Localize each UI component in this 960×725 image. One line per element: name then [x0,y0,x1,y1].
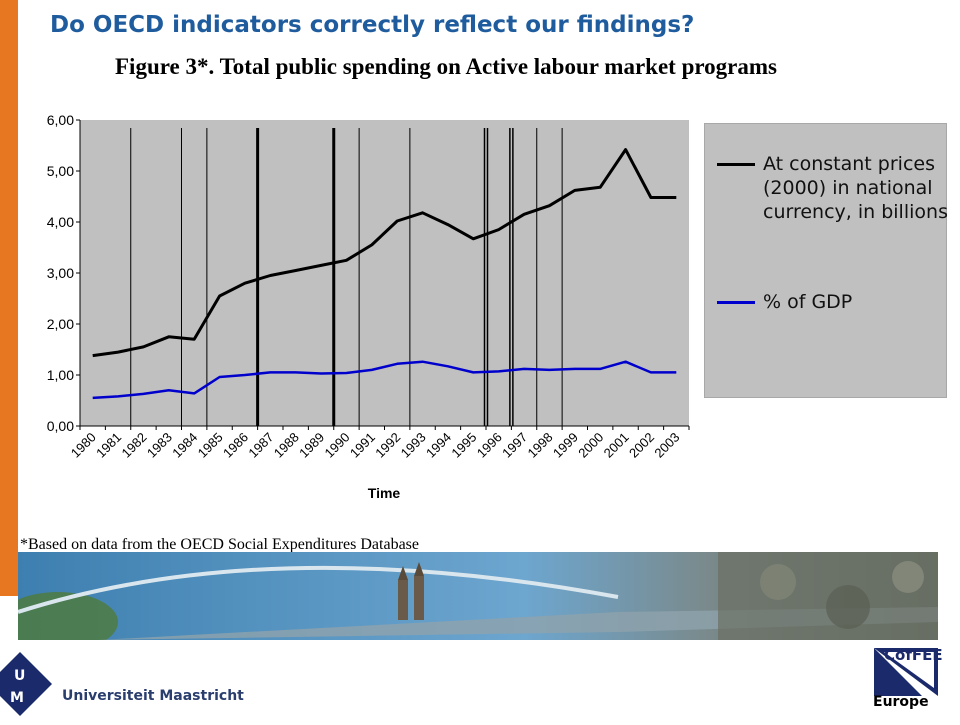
x-tick-label: 1989 [296,430,327,461]
y-tick-label: 5,00 [47,163,74,179]
x-tick-label: 1983 [144,430,175,461]
legend-label-constant-prices: At constant prices (2000) in national cu… [763,153,948,223]
x-tick-label: 1982 [119,430,150,461]
university-logo: U M [0,650,60,725]
coffee-subtitle: Europe [873,694,929,710]
x-tick-label: 2003 [651,430,682,461]
y-tick-label: 1,00 [47,367,74,383]
side-accent-bar [0,0,18,596]
series-line-gdp [92,360,677,400]
legend-label-gdp: % of GDP [763,291,853,313]
slide-title: Do OECD indicators correctly reflect our… [50,12,695,38]
chart-title: Figure 3*. Total public spending on Acti… [115,54,777,79]
x-tick-label: 2000 [575,430,606,461]
x-tick-label: 1987 [245,430,276,461]
y-tick-label: 0,00 [47,418,74,434]
x-tick-label: 1985 [195,430,226,461]
series-line-constant-prices [92,148,677,358]
x-tick-label: 1986 [220,430,251,461]
coffee-logo [870,644,942,719]
legend-item-gdp: % of GDP [717,290,951,314]
x-tick-label: 1998 [525,430,556,461]
x-tick-label: 1993 [398,430,429,461]
legend-item-constant-prices: At constant prices (2000) in national cu… [717,152,951,224]
x-tick-label: 1997 [499,430,530,461]
x-tick-labels: 1980198119821983198419851986198719881989… [68,426,690,461]
x-tick-label: 1991 [347,430,378,461]
banner-photo [18,552,938,640]
y-tick-label: 2,00 [47,316,74,332]
plot-area [80,120,689,426]
x-tick-label: 1981 [93,430,124,461]
legend-swatch-constant-prices [717,163,755,166]
y-tick-label: 3,00 [47,265,74,281]
x-axis-title: Time [368,485,401,501]
y-tick-labels: 0,00 1,00 2,00 3,00 4,00 5,00 6,00 [47,112,80,434]
svg-text:U: U [14,668,25,684]
coffee-name: CofFEE [884,646,943,664]
x-tick-label: 2001 [601,430,632,461]
svg-text:M: M [10,690,24,706]
y-tick-label: 4,00 [47,214,74,230]
series-layer [92,148,677,400]
x-tick-label: 2002 [626,430,657,461]
x-tick-label: 1988 [271,430,302,461]
x-tick-label: 1984 [169,430,200,461]
footnote: *Based on data from the OECD Social Expe… [20,536,419,553]
x-tick-label: 1990 [322,430,353,461]
x-tick-label: 1999 [550,430,581,461]
legend: At constant prices (2000) in national cu… [704,123,948,398]
x-tick-label: 1995 [448,430,479,461]
x-tick-label: 1996 [474,430,505,461]
x-tick-label: 1994 [423,430,454,461]
legend-swatch-gdp [717,301,755,304]
x-tick-label: 1980 [68,430,99,461]
x-tick-label: 1992 [372,430,403,461]
event-markers [130,128,563,426]
line-chart: 0,001,002,003,004,005,006,00 19801981198… [47,112,690,501]
y-tick-label: 6,00 [47,112,74,128]
university-name: Universiteit Maastricht [62,688,244,704]
